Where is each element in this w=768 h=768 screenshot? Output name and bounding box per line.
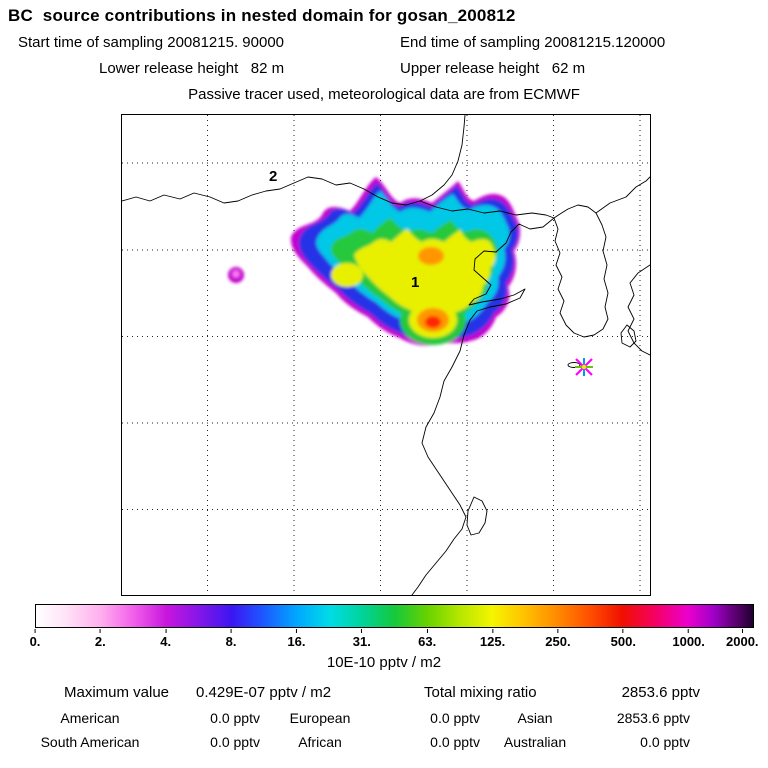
tracer-note-text: Passive tracer used, meteorological data…: [188, 86, 580, 103]
summary-line: Maximum value 0.429E-07 pptv / m2 Total …: [0, 684, 768, 702]
tick-label: 8.: [225, 634, 237, 649]
colorbar-tick: 16.: [287, 629, 305, 649]
tick-label: 4.: [160, 634, 172, 649]
region-value: 2853.6 pptv: [616, 710, 690, 726]
maximum-value: 0.429E-07 pptv / m2: [196, 684, 332, 701]
start-time-text: Start time of sampling 20081215. 90000: [18, 34, 285, 51]
upper-release-text: Upper release height 62 m: [400, 60, 586, 77]
tick-label: 2000.: [726, 634, 759, 649]
region-label: South American: [40, 734, 140, 750]
colorbar-tick: 1000.: [672, 629, 705, 649]
lower-release-text: Lower release height 82 m: [99, 60, 285, 77]
tick-mark: [622, 629, 624, 633]
coastlines-borders: [122, 115, 650, 595]
tick-label: 1000.: [672, 634, 705, 649]
tick-mark: [688, 629, 690, 633]
region-label: Asian: [517, 710, 553, 726]
colorbar-tick: 2000.: [726, 629, 759, 649]
tick-label: 63.: [418, 634, 437, 649]
tick-label: 500.: [610, 634, 636, 649]
total-mixing-ratio-value: 2853.6 pptv: [621, 684, 700, 701]
region-label: American: [60, 710, 120, 726]
concentration-plume: [228, 177, 521, 346]
map-canvas: 2 1: [122, 115, 650, 595]
tick-mark: [165, 629, 167, 633]
colorbar-gradient: [35, 604, 754, 628]
tick-mark: [99, 629, 101, 633]
region-value: 0.0 pptv: [640, 734, 690, 750]
region-value: 0.0 pptv: [210, 710, 260, 726]
colorbar-tick: 125.: [480, 629, 505, 649]
contributions-row-2: South American 0.0 pptv African 0.0 pptv…: [0, 734, 690, 750]
tick-label: 125.: [479, 634, 506, 649]
map-label-region-2: 2: [269, 168, 277, 185]
tick-label: 31.: [352, 634, 371, 649]
tick-mark: [230, 629, 232, 633]
tick-mark: [295, 629, 297, 633]
end-time-text: End time of sampling 20081215.120000: [400, 34, 666, 51]
colorbar-unit-label: 10E-10 pptv / m2: [326, 654, 442, 671]
colorbar-tick: 250.: [545, 629, 571, 649]
receptor-marker-icon: [575, 358, 593, 376]
region-label: Australian: [503, 734, 567, 750]
tick-mark: [426, 629, 428, 633]
colorbar-tick: 0.: [29, 629, 41, 649]
colorbar-ticks: 0. 2. 4. 8. 16. 31. 63. 125. 250. 500. 1…: [30, 628, 759, 650]
region-value: 0.0 pptv: [430, 734, 480, 750]
map-label-region-1: 1: [411, 274, 419, 291]
map-panel: 2 1: [121, 114, 651, 596]
tick-mark: [741, 629, 743, 633]
maximum-value-label: Maximum value: [64, 684, 170, 701]
tick-label: 0.: [29, 634, 41, 649]
total-mixing-ratio-label: Total mixing ratio: [424, 684, 537, 701]
colorbar-tick: 8.: [225, 629, 237, 649]
colorbar: 0. 2. 4. 8. 16. 31. 63. 125. 250. 500. 1…: [30, 604, 759, 652]
page-title: BC source contributions in nested domain…: [8, 6, 516, 25]
region-value: 0.0 pptv: [210, 734, 260, 750]
colorbar-tick: 31.: [353, 629, 371, 649]
tick-label: 250.: [545, 634, 571, 649]
region-label: African: [298, 734, 342, 750]
lat-lon-grid: [122, 115, 650, 595]
colorbar-tick: 2.: [95, 629, 106, 649]
contributions-row-1: American 0.0 pptv European 0.0 pptv Asia…: [0, 710, 690, 726]
region-label: European: [289, 710, 351, 726]
tick-mark: [492, 629, 494, 633]
tick-mark: [361, 629, 363, 633]
colorbar-tick: 63.: [418, 629, 436, 649]
tick-label: 16.: [287, 634, 306, 649]
region-value: 0.0 pptv: [430, 710, 480, 726]
colorbar-tick: 4.: [160, 629, 171, 649]
colorbar-tick: 500.: [611, 629, 636, 649]
tick-mark: [34, 629, 36, 633]
tick-mark: [557, 629, 559, 633]
tick-label: 2.: [94, 634, 106, 649]
